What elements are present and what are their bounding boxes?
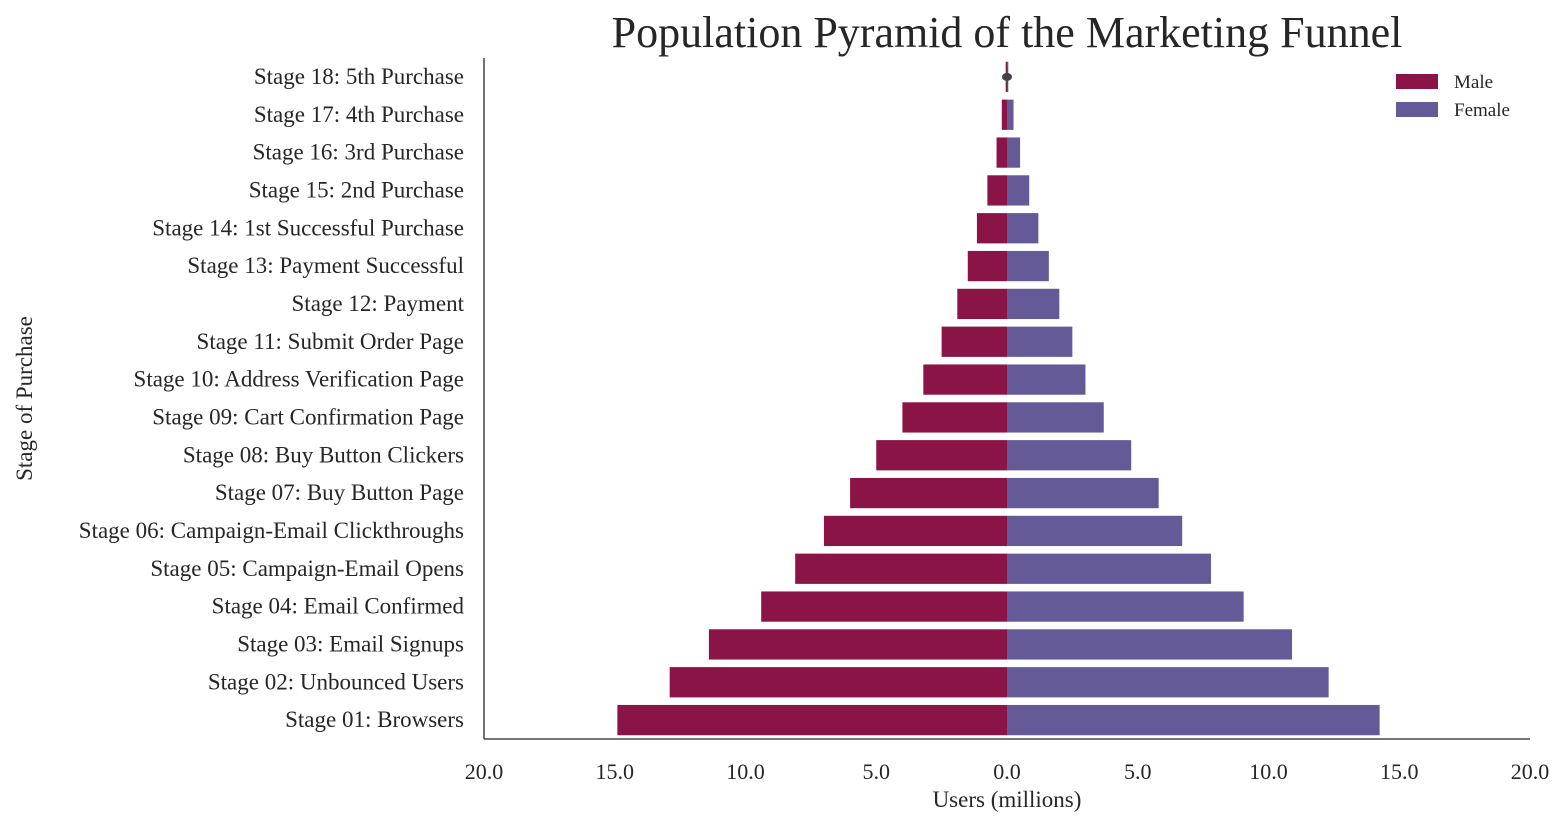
legend-label-female: Female: [1454, 100, 1510, 121]
bar-female-13: [1007, 515, 1183, 547]
bar-male-16: [708, 629, 1007, 660]
x-axis-label: Users (millions): [933, 787, 1082, 812]
bar-female-4: [1007, 175, 1030, 206]
bar-male-14: [795, 553, 1007, 584]
bar-male-10: [902, 402, 1007, 433]
bar-female-11: [1007, 440, 1132, 471]
category-label: Stage 05: Campaign-Email Opens: [150, 556, 464, 581]
bar-male-4: [987, 175, 1007, 206]
category-label: Stage 07: Buy Button Page: [215, 480, 464, 505]
category-label: Stage 09: Cart Confirmation Page: [152, 404, 464, 429]
bar-male-13: [823, 515, 1007, 547]
bar-male-18: [617, 704, 1007, 736]
bar-male-3: [996, 137, 1007, 168]
bar-female-2: [1007, 99, 1014, 130]
bar-male-6: [967, 250, 1007, 282]
x-tick-label: 15.0: [596, 759, 635, 784]
x-tick-label: 15.0: [1380, 759, 1419, 784]
bar-male-5: [976, 213, 1007, 244]
x-tick-label: 5.0: [863, 759, 891, 784]
bar-female-7: [1007, 288, 1060, 320]
bar-male-2: [1001, 99, 1007, 130]
category-label: Stage 01: Browsers: [285, 707, 464, 732]
category-label: Stage 03: Email Signups: [237, 631, 464, 656]
bar-male-8: [941, 326, 1007, 357]
bars-group: [617, 61, 1380, 736]
y-axis-label: Stage of Purchase: [12, 316, 37, 481]
chart-title: Population Pyramid of the Marketing Funn…: [612, 8, 1403, 57]
bar-female-18: [1007, 704, 1380, 736]
category-label: Stage 08: Buy Button Clickers: [183, 442, 464, 467]
category-label: Stage 17: 4th Purchase: [254, 102, 464, 127]
legend-swatch-male: [1396, 74, 1438, 89]
legend-label-male: Male: [1454, 72, 1493, 93]
bar-female-8: [1007, 326, 1073, 357]
bar-female-12: [1007, 477, 1159, 509]
category-label: Stage 04: Email Confirmed: [212, 594, 465, 619]
bar-female-10: [1007, 402, 1104, 433]
category-label: Stage 14: 1st Successful Purchase: [152, 215, 464, 240]
bar-female-14: [1007, 553, 1211, 584]
x-tick-label: 20.0: [1511, 759, 1550, 784]
apex-marker-dot: [1002, 72, 1012, 81]
bar-male-7: [957, 288, 1007, 320]
category-label: Stage 13: Payment Successful: [187, 253, 464, 278]
category-label: Stage 02: Unbounced Users: [208, 669, 464, 694]
bar-female-5: [1007, 213, 1039, 244]
bar-male-12: [850, 477, 1007, 509]
category-label: Stage 18: 5th Purchase: [254, 64, 464, 89]
category-label: Stage 16: 3rd Purchase: [253, 140, 464, 165]
bar-male-17: [669, 667, 1007, 698]
bar-male-9: [923, 364, 1007, 395]
bar-female-17: [1007, 667, 1329, 698]
x-tick-label: 10.0: [726, 759, 765, 784]
legend: Male Female: [1396, 72, 1510, 121]
category-label: Stage 12: Payment: [292, 291, 465, 316]
x-tick-label: 0.0: [993, 759, 1021, 784]
category-label: Stage 11: Submit Order Page: [197, 329, 464, 354]
bar-female-16: [1007, 629, 1293, 660]
category-label: Stage 10: Address Verification Page: [134, 367, 464, 392]
category-label: Stage 15: 2nd Purchase: [249, 177, 464, 202]
category-labels: Stage 18: 5th Purchase Stage 17: 4th Purc…: [79, 64, 465, 732]
legend-swatch-female: [1396, 102, 1438, 117]
bar-female-9: [1007, 364, 1086, 395]
x-tick-label: 20.0: [465, 759, 504, 784]
bar-female-3: [1007, 137, 1021, 168]
bar-male-11: [876, 440, 1007, 471]
category-label: Stage 06: Campaign-Email Clickthroughs: [79, 518, 464, 543]
bar-female-6: [1007, 250, 1049, 282]
x-tick-label: 10.0: [1249, 759, 1288, 784]
bar-male-15: [761, 591, 1007, 622]
x-tick-label: 5.0: [1124, 759, 1152, 784]
x-tick-labels: 20.0 15.0 10.0 5.0 0.0 5.0 10.0 15.0 20.0: [465, 759, 1550, 784]
bar-female-15: [1007, 591, 1244, 622]
